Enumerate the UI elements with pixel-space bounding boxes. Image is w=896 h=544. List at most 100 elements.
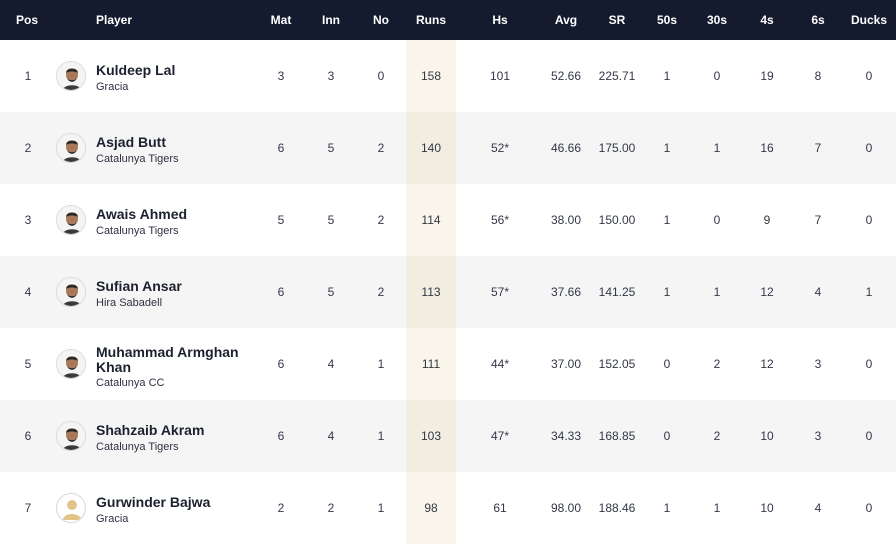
player-name-link[interactable]: Muhammad Armghan Khan <box>96 344 239 375</box>
player-team: Gracia <box>96 513 129 525</box>
header-4s[interactable]: 4s <box>760 13 774 27</box>
player-avatar-icon[interactable] <box>56 133 86 163</box>
header-runs[interactable]: Runs <box>416 13 446 27</box>
runs-highlight-cell <box>406 472 456 544</box>
player-name-link[interactable]: Sufian Ansar <box>96 278 182 294</box>
hs-cell: 44* <box>490 357 510 371</box>
player-name-link[interactable]: Awais Ahmed <box>96 206 188 222</box>
player-team: Catalunya Tigers <box>96 153 179 165</box>
fours-cell: 9 <box>763 213 771 227</box>
player-name-link[interactable]: Gurwinder Bajwa <box>96 494 211 510</box>
sixes-cell: 4 <box>814 501 822 515</box>
hs-cell: 61 <box>493 501 507 515</box>
runs-cell: 103 <box>420 429 442 443</box>
sr-cell: 168.85 <box>598 429 636 443</box>
player-avatar-icon[interactable] <box>56 349 86 379</box>
avg-cell: 37.66 <box>550 285 582 299</box>
avg-cell: 46.66 <box>550 141 582 155</box>
mat-cell: 6 <box>277 357 285 371</box>
avg-cell: 98.00 <box>550 501 582 515</box>
fifties-cell: 0 <box>663 429 671 443</box>
header-mat[interactable]: Mat <box>270 13 292 27</box>
player-placeholder-icon[interactable] <box>56 493 86 523</box>
fifties-cell: 1 <box>663 141 671 155</box>
sr-cell: 188.46 <box>598 501 636 515</box>
header-ducks[interactable]: Ducks <box>850 13 888 27</box>
header-hs[interactable]: Hs <box>492 13 508 27</box>
ducks-cell: 1 <box>865 285 873 299</box>
mat-cell: 5 <box>277 213 285 227</box>
header-50s[interactable]: 50s <box>656 13 678 27</box>
sixes-cell: 7 <box>814 141 822 155</box>
sixes-cell: 4 <box>814 285 822 299</box>
ducks-cell: 0 <box>865 213 873 227</box>
player-team: Hira Sabadell <box>96 297 163 309</box>
header-avg[interactable]: Avg <box>554 13 578 27</box>
table-header: Pos Player Mat Inn No Runs Hs Avg SR 50s… <box>0 0 896 40</box>
thirties-cell: 1 <box>713 141 721 155</box>
inn-cell: 3 <box>327 69 335 83</box>
runs-cell: 98 <box>424 501 438 515</box>
runs-highlight-cell <box>406 40 456 112</box>
header-no[interactable]: No <box>373 13 389 27</box>
table-row[interactable]: 6 Shahzaib Akram Catalunya Tigers 6 4 1 … <box>0 400 896 472</box>
fifties-cell: 1 <box>663 501 671 515</box>
hs-cell: 56* <box>490 213 510 227</box>
fours-cell: 16 <box>760 141 774 155</box>
runs-cell: 111 <box>421 357 441 371</box>
player-avatar-icon[interactable] <box>56 277 86 307</box>
header-pos[interactable]: Pos <box>16 13 39 27</box>
header-sr[interactable]: SR <box>608 13 626 27</box>
runs-highlight-cell <box>406 256 456 328</box>
table-row[interactable]: 4 Sufian Ansar Hira Sabadell 6 5 2 113 5… <box>0 256 896 328</box>
ducks-cell: 0 <box>865 357 873 371</box>
table-row[interactable]: 7 Gurwinder Bajwa Gracia 2 2 1 98 61 98.… <box>0 472 896 544</box>
mat-cell: 6 <box>277 429 285 443</box>
fours-cell: 10 <box>760 429 774 443</box>
sr-cell: 175.00 <box>598 141 636 155</box>
sixes-cell: 8 <box>814 69 822 83</box>
table-row[interactable]: 2 Asjad Butt Catalunya Tigers 6 5 2 140 … <box>0 112 896 184</box>
player-avatar-icon[interactable] <box>56 61 86 91</box>
player-avatar-icon[interactable] <box>56 421 86 451</box>
thirties-cell: 0 <box>713 69 721 83</box>
player-team: Catalunya Tigers <box>96 225 179 237</box>
header-player[interactable]: Player <box>96 13 133 27</box>
thirties-cell: 2 <box>713 357 721 371</box>
avg-cell: 52.66 <box>550 69 582 83</box>
mat-cell: 3 <box>277 69 285 83</box>
table-row[interactable]: 1 Kuldeep Lal Gracia 3 3 0 158 101 52.66… <box>0 40 896 112</box>
header-6s[interactable]: 6s <box>811 13 825 27</box>
player-name-link[interactable]: Asjad Butt <box>96 134 166 150</box>
hs-cell: 101 <box>489 69 511 83</box>
player-name-link[interactable]: Kuldeep Lal <box>96 62 176 78</box>
header-inn[interactable]: Inn <box>322 13 340 27</box>
pos-cell: 6 <box>24 429 32 443</box>
table-row[interactable]: 3 Awais Ahmed Catalunya Tigers 5 5 2 114… <box>0 184 896 256</box>
fours-cell: 10 <box>760 501 774 515</box>
header-30s[interactable]: 30s <box>706 13 728 27</box>
pos-cell: 3 <box>24 213 32 227</box>
inn-cell: 4 <box>327 357 335 371</box>
no-cell: 1 <box>377 501 385 515</box>
thirties-cell: 1 <box>713 501 721 515</box>
sr-cell: 225.71 <box>598 69 636 83</box>
runs-highlight-cell <box>406 184 456 256</box>
inn-cell: 5 <box>327 285 335 299</box>
sixes-cell: 7 <box>814 213 822 227</box>
ducks-cell: 0 <box>865 501 873 515</box>
inn-cell: 2 <box>327 501 335 515</box>
runs-cell: 140 <box>420 141 442 155</box>
player-avatar-icon[interactable] <box>56 205 86 235</box>
table-row[interactable]: 5 Muhammad Armghan Khan Catalunya CC 6 4… <box>0 328 896 400</box>
player-name-link[interactable]: Shahzaib Akram <box>96 422 205 438</box>
pos-cell: 4 <box>24 285 32 299</box>
inn-cell: 5 <box>327 141 335 155</box>
pos-cell: 2 <box>24 141 32 155</box>
ducks-cell: 0 <box>865 141 873 155</box>
player-team: Catalunya CC <box>96 377 165 389</box>
thirties-cell: 0 <box>713 213 721 227</box>
hs-cell: 47* <box>490 429 510 443</box>
fours-cell: 12 <box>760 285 774 299</box>
